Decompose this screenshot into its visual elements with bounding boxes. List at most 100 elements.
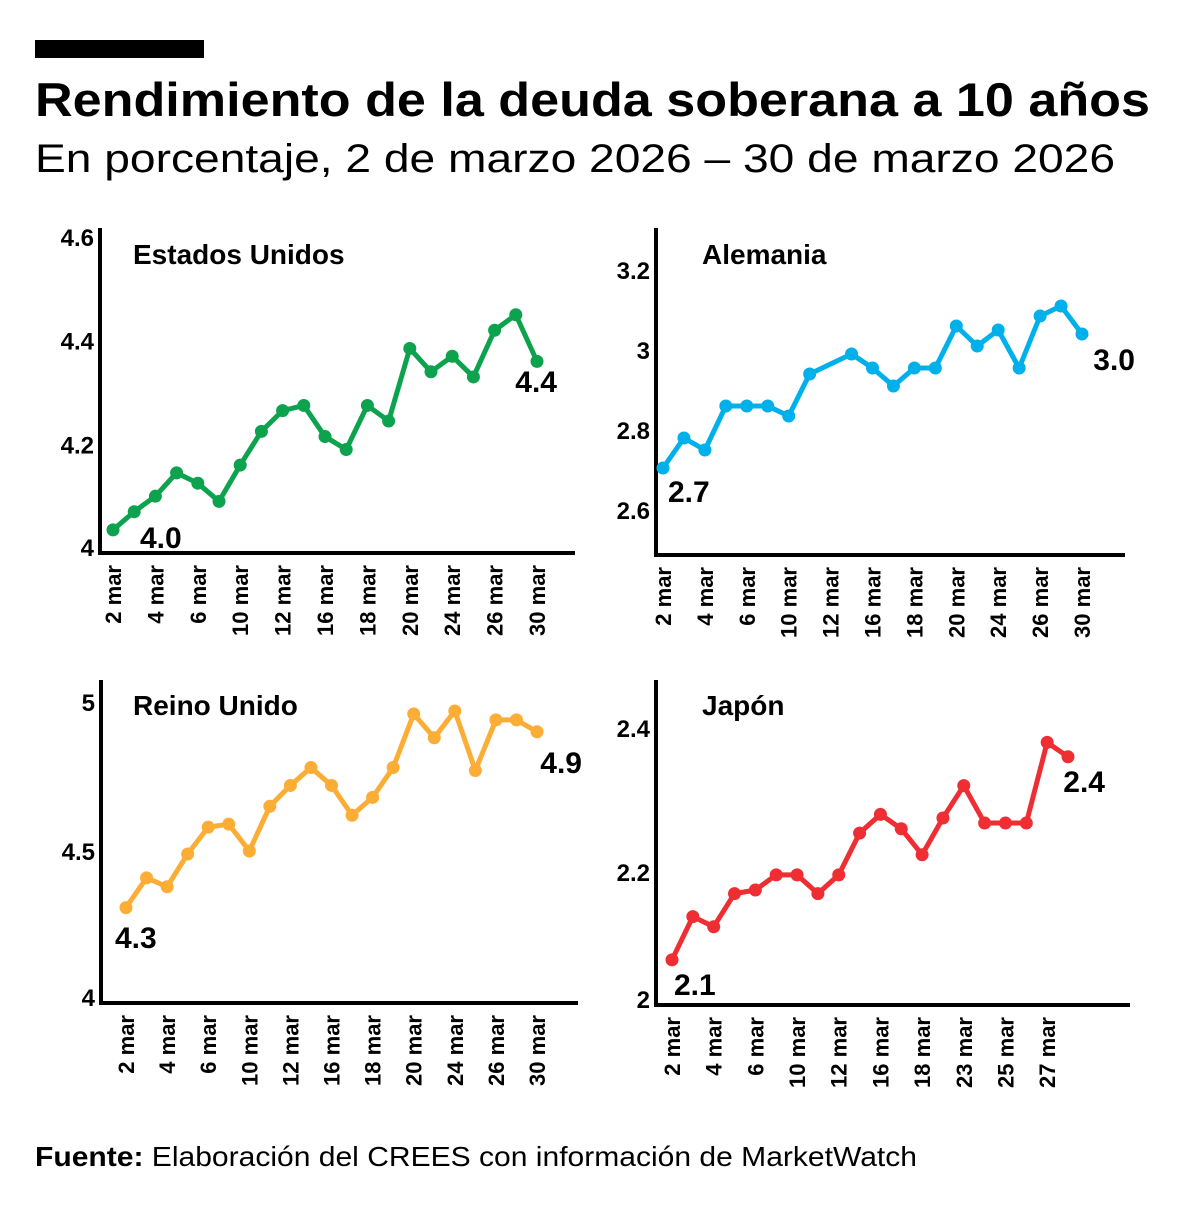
data-point [386,761,400,775]
data-point [181,847,195,861]
x-tick-label: 4 mar [155,1015,180,1074]
x-tick-label: 2 mar [660,1017,685,1076]
x-tick-label: 2 mar [114,1015,139,1074]
y-tick-label: 4.5 [62,839,95,866]
source-text: Elaboración del CREES con información de… [143,1141,917,1172]
data-point [677,431,691,445]
page-subtitle: En porcentaje, 2 de marzo 2026 – 30 de m… [35,137,1115,181]
x-tick-label: 10 mar [237,1015,262,1086]
source-label: Fuente: [35,1141,143,1172]
series-line [111,312,540,532]
data-point [339,443,353,457]
data-point [769,868,783,882]
x-tick-label: 18 mar [361,1015,386,1086]
x-tick-label: 2 mar [101,565,126,624]
start-value-label: 4.3 [115,922,157,955]
data-point [382,414,396,428]
x-tick-label: 10 mar [777,567,802,638]
data-point [761,399,775,413]
data-point [445,349,459,363]
data-point [970,339,984,353]
data-point [170,466,184,480]
data-point [873,807,887,821]
data-point [276,404,290,418]
data-point [283,778,297,792]
data-point [360,398,374,412]
y-tick-label: 4.6 [61,225,94,252]
x-tick-label: 18 mar [910,1017,935,1088]
end-value-label: 3.0 [1093,344,1135,377]
data-point [212,494,226,508]
data-point [698,443,712,457]
data-point [263,799,277,813]
x-tick-label: 6 mar [743,1017,768,1076]
series-line [123,708,539,910]
chart-alemania: Alemania 2.6 2.8 3 3.2 2 mar 4 mar 6 mar 10 mar 1… [617,228,1135,638]
x-tick-label: 24 mar [440,565,465,636]
y-tick-label: 3.2 [617,258,650,285]
data-point [803,367,817,381]
data-point [998,816,1012,830]
page-title: Rendimiento de la deuda soberana a 10 añ… [35,73,1150,126]
data-point [957,779,971,793]
data-point [160,880,174,894]
x-tick-label: 18 mar [902,567,927,638]
y-tick-label: 4 [81,535,95,562]
data-point [489,713,503,727]
x-tick-label: 20 mar [398,565,423,636]
data-point [665,953,679,967]
x-tick-label: 26 mar [483,565,508,636]
x-tick-label: 24 mar [443,1015,468,1086]
data-point [530,354,544,368]
data-point [448,704,462,718]
x-tick-label: 12 mar [819,567,844,638]
data-point [1061,750,1075,764]
data-point [728,887,742,901]
x-tick-label: 16 mar [861,567,886,638]
data-point [127,505,141,519]
data-point [991,323,1005,337]
data-point [509,713,523,727]
data-point [191,476,205,490]
start-value-label: 4.0 [140,522,182,555]
data-point [936,811,950,825]
y-tick-label: 2.4 [617,716,651,743]
y-tick-label: 4.4 [61,329,95,356]
data-point [907,361,921,375]
data-point [325,778,338,792]
data-point [1012,361,1026,375]
data-point [894,822,908,836]
chart-title: Estados Unidos [133,239,345,270]
charts-grid: Estados Unidos 4 4.2 4.4 4.6 2 mar 4 mar 6 mar 1… [61,225,1135,1088]
data-point [978,816,992,830]
end-value-label: 2.4 [1063,766,1105,799]
data-point [148,489,162,503]
data-point [106,523,120,537]
data-point [686,910,700,924]
data-point [201,820,215,834]
x-tick-label: 10 mar [228,565,253,636]
end-value-label: 4.9 [540,747,582,780]
data-point [886,379,900,393]
y-tick-label: 4.2 [61,432,94,459]
y-tick-label: 2.8 [617,418,650,445]
data-point [1019,816,1033,830]
data-point [345,808,359,822]
data-point [254,424,268,438]
data-point [304,761,318,775]
data-point [656,461,670,475]
x-tick-label: 12 mar [827,1017,852,1088]
data-point [790,868,804,882]
data-point [233,458,247,472]
data-point [297,398,311,412]
chart-title: Alemania [702,239,827,270]
header-bar [35,40,204,58]
y-tick-label: 2 [637,987,650,1014]
data-point [915,848,929,862]
data-point [782,409,796,423]
data-point [928,361,942,375]
data-point [719,399,733,413]
x-tick-label: 25 mar [993,1017,1018,1088]
data-point [242,844,256,858]
